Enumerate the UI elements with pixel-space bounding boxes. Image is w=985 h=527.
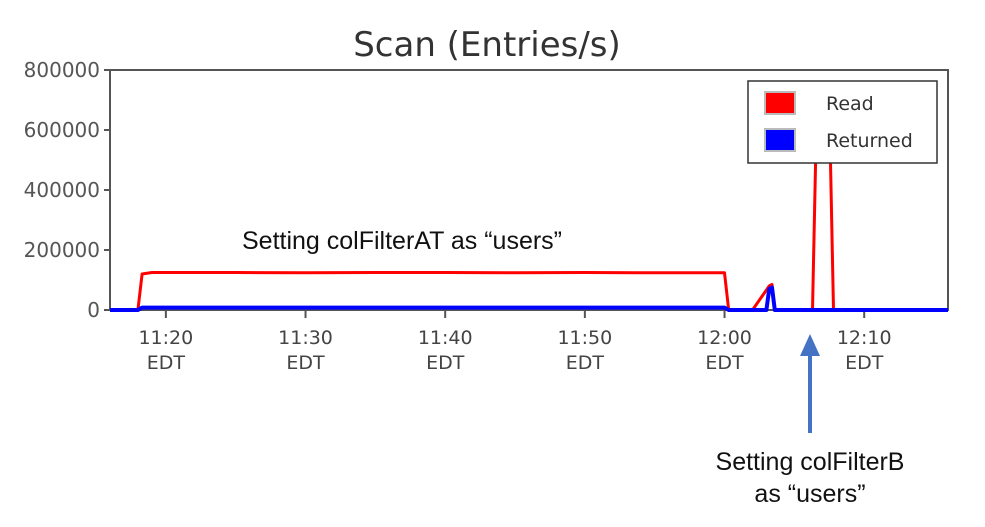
x-tick-timezone: EDT <box>705 352 744 374</box>
annotation-colfilterat: Setting colFilterAT as “users” <box>242 227 562 255</box>
y-tick-label: 600000 <box>24 118 100 142</box>
x-tick-label: 11:20 <box>138 327 193 349</box>
x-tick-timezone: EDT <box>426 352 465 374</box>
x-tick-timezone: EDT <box>147 352 186 374</box>
x-tick-timezone: EDT <box>286 352 325 374</box>
x-tick-label: 11:40 <box>418 327 473 349</box>
annotation-arrow <box>800 334 820 433</box>
chart-title: Scan (Entries/s) <box>353 25 621 65</box>
y-tick-label: 400000 <box>24 178 100 202</box>
x-tick-label: 12:10 <box>837 327 892 349</box>
y-tick-label: 0 <box>87 298 100 322</box>
x-axis: 11:20 EDT 11:30 EDT 11:40 EDT 11:50 EDT 12:00 EDT… <box>138 310 892 374</box>
y-tick-label: 200000 <box>24 238 100 262</box>
legend-swatch-read <box>764 91 796 115</box>
annotation-colfilterb-line1: Setting colFilterB <box>716 448 905 476</box>
x-tick-label: 11:50 <box>557 327 612 349</box>
x-tick-label: 12:00 <box>697 327 752 349</box>
legend-swatch-returned <box>764 128 796 152</box>
y-tick-label: 800000 <box>24 58 100 82</box>
y-axis: 0 200000 400000 600000 800000 <box>24 58 110 322</box>
legend: Read Returned <box>747 80 938 164</box>
x-tick-timezone: EDT <box>845 352 884 374</box>
legend-label-returned: Returned <box>826 130 913 152</box>
legend-label-read: Read <box>826 93 874 115</box>
series-line-returned <box>110 285 948 312</box>
x-tick-timezone: EDT <box>566 352 605 374</box>
annotation-colfilterb-line2: as “users” <box>754 480 865 508</box>
x-tick-label: 11:30 <box>278 327 333 349</box>
